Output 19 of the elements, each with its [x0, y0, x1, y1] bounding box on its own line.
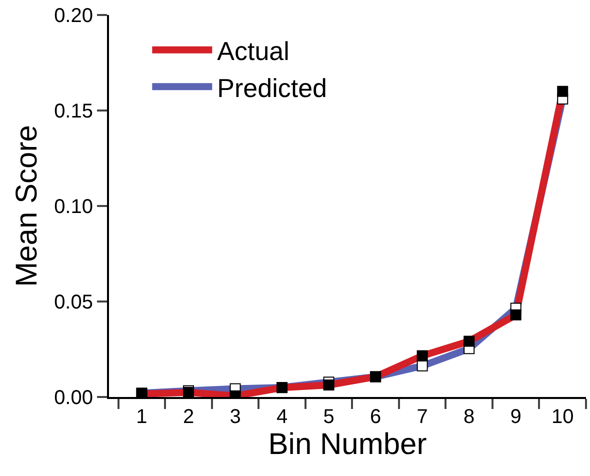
- x-tick-label: 5: [323, 406, 334, 428]
- y-axis-title: Mean Score: [10, 125, 44, 287]
- y-tick-label: 0.20: [54, 5, 93, 27]
- y-tick-label: 0.05: [54, 292, 93, 314]
- x-tick-label: 7: [416, 406, 428, 428]
- legend-label: Predicted: [217, 72, 328, 103]
- x-tick-label: 2: [182, 406, 194, 428]
- y-tick-label: 0.10: [54, 196, 93, 218]
- x-tick-label: 6: [370, 406, 382, 428]
- x-tick-label: 10: [551, 406, 574, 428]
- x-tick-label: 8: [464, 406, 475, 428]
- x-tick-label: 4: [276, 406, 288, 428]
- x-tick-label: 9: [510, 406, 522, 428]
- y-tick-label: 0.15: [54, 100, 93, 122]
- x-tick-label: 1: [136, 406, 148, 428]
- x-axis-title: Bin Number: [268, 428, 427, 461]
- legend-label: Actual: [217, 36, 290, 66]
- x-tick-label: 3: [230, 406, 241, 428]
- y-tick-label: 0.00: [54, 387, 93, 409]
